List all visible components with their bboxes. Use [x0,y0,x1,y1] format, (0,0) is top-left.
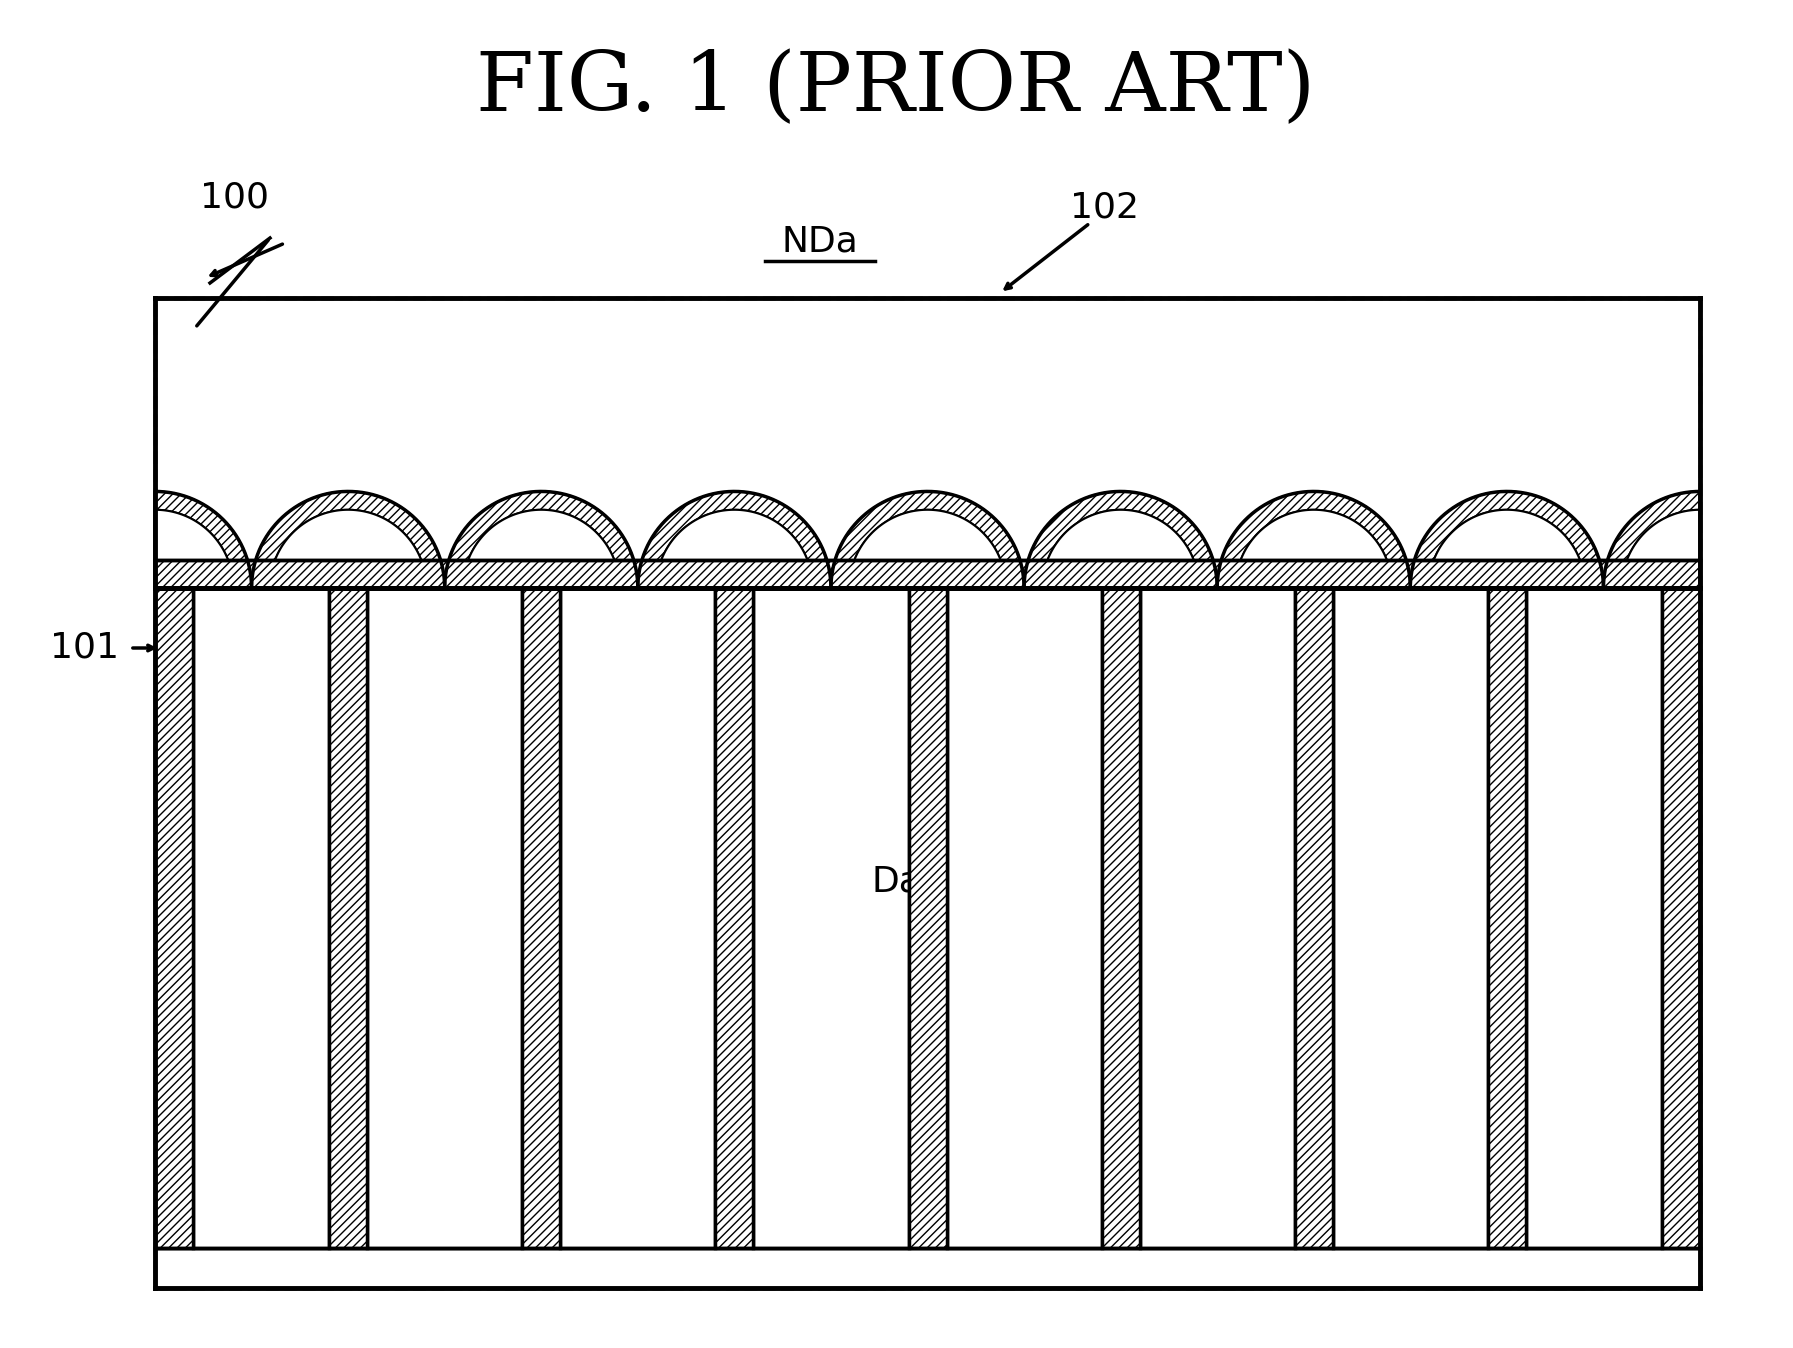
Text: Da: Da [871,864,922,898]
Text: 102: 102 [1070,191,1139,225]
Polygon shape [445,492,638,588]
Bar [753,588,909,1248]
Polygon shape [638,492,830,588]
Polygon shape [271,510,427,588]
Polygon shape [1429,510,1585,588]
Polygon shape [656,510,812,588]
Bar [194,588,330,1248]
Polygon shape [850,510,1006,588]
Polygon shape [1024,492,1217,588]
Polygon shape [154,510,233,588]
Polygon shape [463,510,619,588]
Text: NDa: NDa [782,224,859,257]
Bar [154,588,194,1248]
Polygon shape [1235,510,1391,588]
Bar [330,588,368,1248]
Polygon shape [1603,492,1700,588]
Bar [1526,588,1662,1248]
Bar [154,298,1700,1287]
Text: FIG. 1 (PRIOR ART): FIG. 1 (PRIOR ART) [477,49,1316,128]
Bar [1488,588,1526,1248]
Bar [1662,588,1700,1248]
Bar [1140,588,1295,1248]
Bar [154,1248,1700,1287]
Polygon shape [251,492,445,588]
Text: 100: 100 [201,181,269,214]
Bar [368,588,522,1248]
Bar [715,588,753,1248]
Polygon shape [1217,492,1411,588]
Polygon shape [830,492,1024,588]
Text: 101: 101 [50,631,118,665]
Bar [154,559,1700,588]
Polygon shape [1623,510,1700,588]
Polygon shape [1042,510,1200,588]
Bar [559,588,715,1248]
Polygon shape [1411,492,1603,588]
Bar [1295,588,1332,1248]
Bar [947,588,1101,1248]
Bar [1332,588,1488,1248]
Bar [1101,588,1140,1248]
Polygon shape [154,492,251,588]
Bar [909,588,947,1248]
Bar [522,588,559,1248]
